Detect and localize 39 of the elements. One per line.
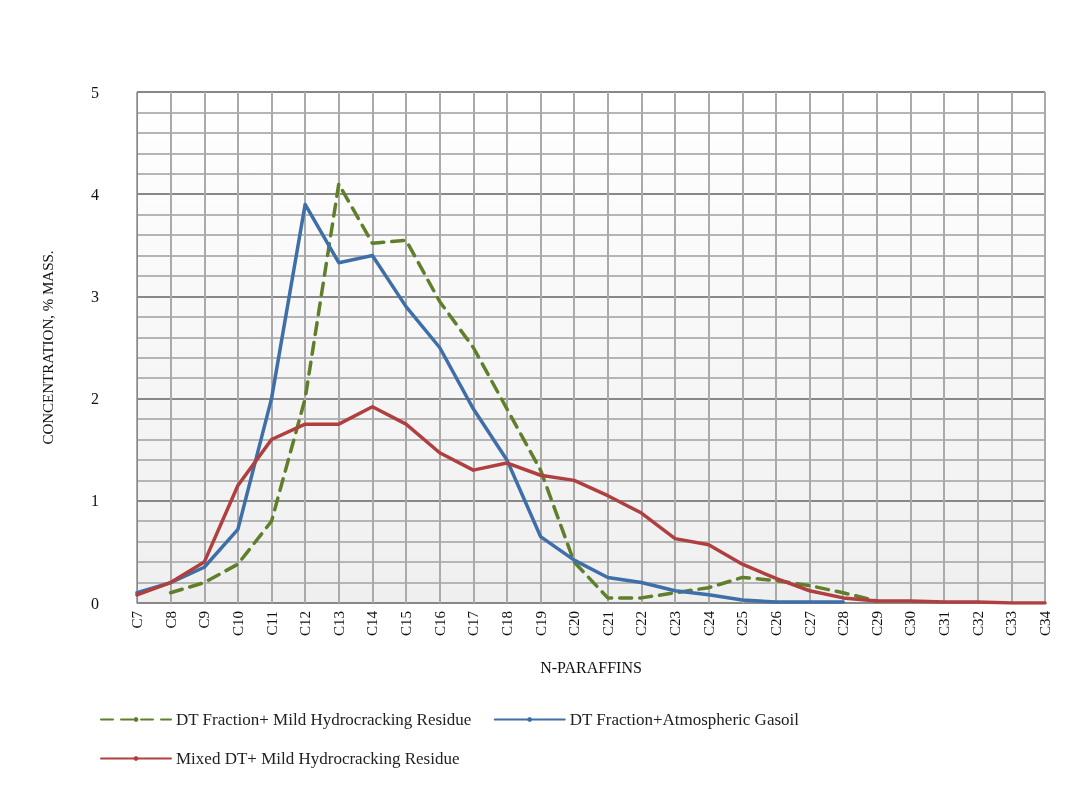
y-tick-label: 0 bbox=[91, 594, 99, 612]
x-tick-label: C14 bbox=[364, 610, 381, 637]
legend-label: DT Fraction+ Mild Hydrocracking Residue bbox=[176, 710, 472, 729]
y-tick-label: 3 bbox=[91, 287, 99, 305]
x-tick-label: C30 bbox=[902, 611, 919, 637]
x-tick-label: C23 bbox=[667, 611, 684, 637]
x-tick-label: C26 bbox=[767, 610, 784, 637]
x-tick-label: C18 bbox=[498, 611, 515, 637]
x-tick-label: C9 bbox=[196, 611, 213, 629]
x-tick-label: C32 bbox=[969, 611, 986, 637]
x-tick-label: C15 bbox=[398, 611, 415, 637]
x-tick-label: C34 bbox=[1037, 610, 1053, 637]
y-tick-label: 5 bbox=[91, 83, 99, 101]
x-tick-label: C24 bbox=[700, 610, 717, 637]
x-tick-label: C7 bbox=[129, 610, 145, 629]
x-tick-label: C12 bbox=[297, 611, 314, 637]
legend-label: Mixed DT+ Mild Hydrocracking Residue bbox=[176, 749, 460, 768]
x-tick-label: C16 bbox=[431, 610, 448, 637]
x-tick-label: C17 bbox=[465, 610, 482, 637]
y-axis-title: CONCENTRATION, % MASS. bbox=[39, 250, 56, 445]
x-tick-label: C19 bbox=[532, 611, 549, 637]
y-tick-label: 2 bbox=[91, 390, 99, 408]
x-tick-label: C22 bbox=[633, 611, 650, 637]
x-tick-label: C33 bbox=[1003, 611, 1020, 637]
x-tick-label: C29 bbox=[868, 611, 885, 637]
x-axis-title: N-PARAFFINS bbox=[540, 658, 642, 676]
x-tick-label: C20 bbox=[566, 611, 583, 637]
x-tick-label: C11 bbox=[263, 611, 280, 636]
x-tick-label: C25 bbox=[734, 611, 751, 637]
x-tick-label: C28 bbox=[835, 611, 852, 637]
x-tick-label: C8 bbox=[162, 611, 179, 629]
legend-label: DT Fraction+Atmospheric Gasoil bbox=[569, 710, 800, 729]
x-tick-label: C27 bbox=[801, 610, 818, 637]
y-tick-label: 1 bbox=[91, 492, 99, 510]
x-tick-label: C10 bbox=[229, 611, 246, 637]
x-tick-label: C13 bbox=[330, 611, 347, 637]
x-tick-label: C21 bbox=[599, 611, 616, 637]
x-tick-label: C31 bbox=[936, 611, 953, 637]
y-tick-label: 4 bbox=[91, 185, 99, 203]
